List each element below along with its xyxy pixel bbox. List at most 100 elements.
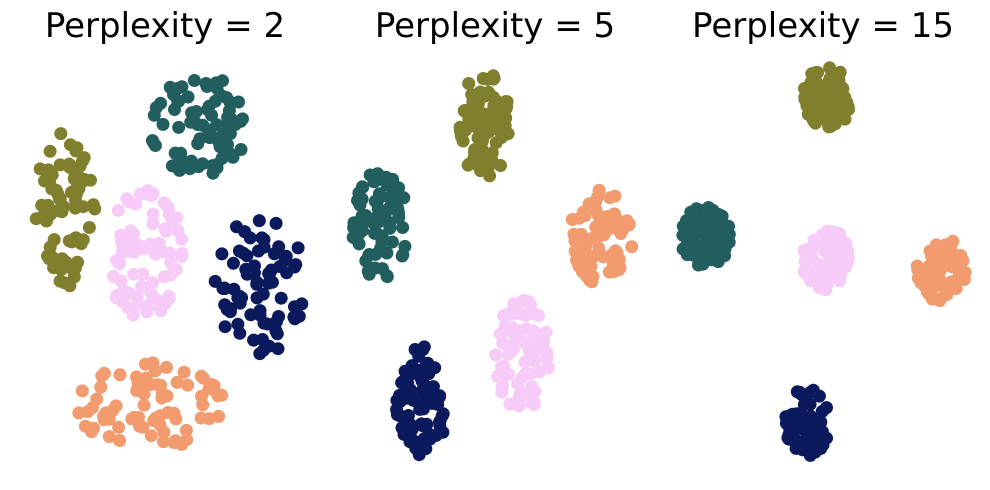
scatter-point — [191, 160, 205, 174]
scatter-point — [135, 279, 149, 293]
scatter-point — [527, 344, 541, 358]
scatter-point — [146, 207, 160, 221]
scatter-point — [612, 263, 626, 277]
scatter-point — [267, 247, 281, 261]
scatter-point — [367, 216, 381, 230]
panel-title-perplexity-15: Perplexity = 15 — [692, 6, 954, 46]
scatter-point — [625, 240, 639, 254]
scatter-point — [380, 246, 394, 260]
scatter-point — [519, 309, 533, 323]
scatter-point — [149, 247, 162, 261]
scatter-point — [814, 441, 828, 455]
scatter-point — [223, 305, 237, 319]
scatter-point — [525, 380, 539, 394]
scatter-point — [206, 166, 220, 180]
scatter-point — [785, 432, 799, 446]
scatter-point — [291, 241, 305, 255]
panel-perplexity-5: Perplexity = 5 — [346, 6, 639, 462]
scatter-point — [473, 111, 487, 125]
scatter-point — [833, 274, 847, 288]
scatter-point — [528, 396, 542, 410]
scatter-point — [354, 214, 368, 227]
scatter-point — [243, 231, 257, 245]
scatter-point — [355, 180, 369, 194]
scatter-point — [393, 388, 407, 402]
scatter-point — [168, 146, 182, 160]
scatter-point — [212, 409, 226, 423]
scatter-point — [233, 326, 247, 340]
scatter-point — [427, 391, 441, 405]
scatter-point — [262, 339, 276, 353]
scatter-point — [157, 270, 171, 284]
scatter-point — [396, 221, 410, 234]
scatter-point — [43, 240, 57, 254]
scatter-point — [54, 127, 68, 141]
scatter-point — [236, 112, 249, 126]
scatter-point — [603, 191, 617, 205]
scatter-point — [807, 92, 821, 106]
scatter-point — [151, 294, 165, 308]
scatter-point — [161, 406, 175, 419]
scatter-point — [798, 82, 811, 95]
panel-perplexity-15: Perplexity = 15 — [676, 6, 972, 462]
scatter-point — [137, 387, 151, 401]
scatter-point — [416, 383, 430, 397]
scatter-point — [59, 255, 73, 269]
scatter-point — [620, 214, 634, 228]
scatter-point — [825, 259, 839, 273]
scatter-point — [181, 90, 195, 104]
scatter-point — [175, 437, 189, 451]
scatter-point — [87, 421, 101, 435]
scatter-point — [202, 125, 216, 139]
scatter-point — [269, 216, 283, 230]
scatter-point — [88, 202, 102, 216]
scatter-point — [70, 180, 84, 194]
scatter-point — [137, 398, 151, 412]
scatter-point — [392, 187, 406, 201]
scatter-point — [123, 286, 136, 300]
scatter-point — [127, 410, 141, 424]
scatter-point — [462, 112, 476, 126]
scatter-point — [417, 340, 431, 354]
scatter-point — [596, 250, 610, 264]
scatter-point — [589, 220, 603, 234]
scatter-point — [419, 442, 433, 456]
scatter-point — [146, 217, 160, 231]
scatter-point — [112, 420, 126, 434]
scatter-point — [409, 394, 422, 408]
scatter-point — [171, 94, 185, 108]
scatter-point — [257, 233, 271, 247]
scatter-point — [138, 357, 152, 371]
scatter-point — [840, 95, 854, 109]
scatter-point — [136, 420, 150, 434]
scatter-point — [571, 257, 585, 271]
scatter-point — [540, 347, 554, 361]
scatter-point — [489, 348, 503, 362]
scatter-point — [102, 430, 116, 444]
scatter-point — [162, 291, 176, 305]
scatter-point — [280, 266, 294, 280]
scatter-point — [230, 220, 243, 234]
scatter-point — [261, 317, 274, 331]
scatter-point — [235, 291, 249, 305]
scatter-point — [453, 120, 467, 134]
scatter-point — [589, 194, 603, 208]
scatter-point — [704, 203, 718, 217]
scatter-point — [127, 267, 141, 281]
scatter-point — [367, 175, 381, 189]
scatter-point — [160, 360, 173, 374]
scatter-point — [499, 95, 513, 109]
scatter-point — [609, 244, 622, 258]
scatter-point — [35, 210, 49, 224]
scatter-point — [581, 258, 595, 272]
scatter-point — [111, 204, 125, 217]
scatter-point — [406, 434, 420, 448]
scatter-point — [688, 214, 702, 228]
scatter-point — [191, 137, 205, 151]
scatter-point — [404, 367, 418, 381]
scatter-point — [701, 232, 715, 246]
scatter-point — [217, 281, 231, 295]
scatter-point — [172, 120, 186, 134]
points-perplexity-5 — [346, 69, 639, 462]
